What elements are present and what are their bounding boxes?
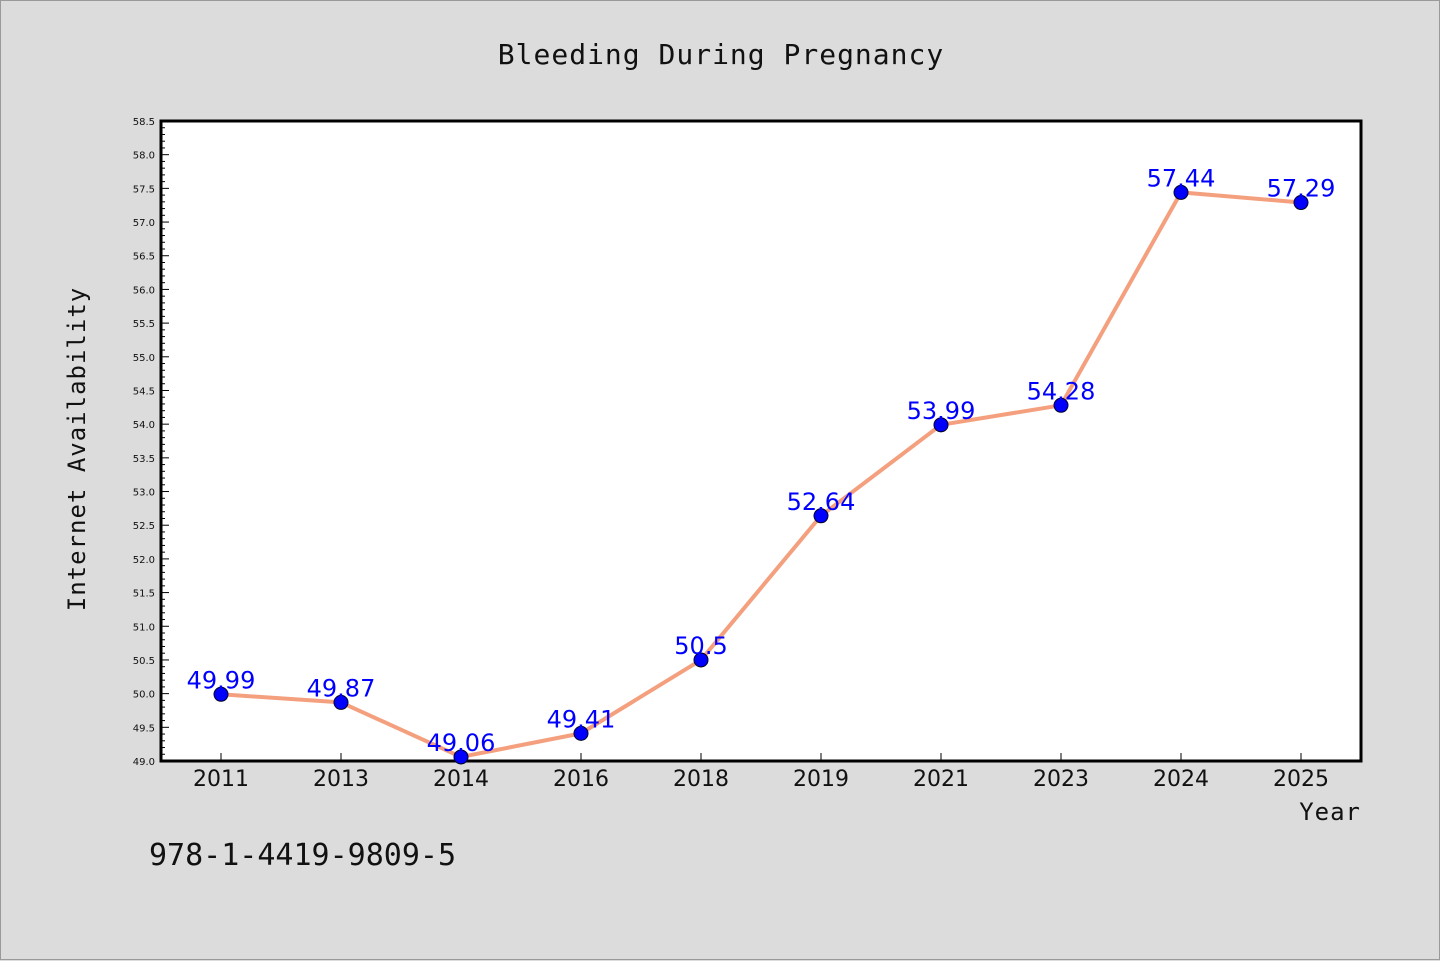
y-tick-label: 58.0 [133, 151, 155, 162]
chart-title: Bleeding During Pregnancy [498, 38, 944, 71]
data-point [813, 508, 829, 524]
y-tick-label: 58.5 [133, 117, 155, 128]
y-tick-label: 53.5 [133, 454, 155, 465]
data-label: 49.06 [427, 729, 496, 757]
y-tick-label: 51.5 [133, 589, 155, 600]
x-tick-label: 2016 [553, 767, 609, 792]
data-point [333, 694, 349, 710]
data-point [1053, 397, 1069, 413]
y-tick-label: 49.0 [133, 757, 155, 768]
data-labels: 49.99 49.87 49.06 49.41 50.5 52.64 53.99 54.28 5… [187, 164, 1336, 757]
x-tick-label: 2018 [673, 767, 729, 792]
data-label: 57.29 [1267, 175, 1336, 203]
x-tick-label: 2021 [913, 767, 969, 792]
y-axis: 49.0 49.5 50.0 50.5 51.0 51.5 52.0 52.5 53.0 53.5… [133, 117, 169, 768]
y-axis-label: Internet Availability [63, 287, 91, 611]
data-point [573, 725, 589, 741]
data-label: 52.64 [787, 488, 856, 516]
data-point [1173, 184, 1189, 200]
data-point [933, 417, 949, 433]
data-label: 49.41 [547, 705, 616, 733]
data-label: 49.87 [307, 674, 376, 702]
y-tick-label: 50.5 [133, 656, 155, 667]
data-markers [213, 184, 1309, 765]
data-point [693, 652, 709, 668]
y-tick-label: 53.0 [133, 488, 155, 499]
y-tick-label: 57.0 [133, 218, 155, 229]
y-tick-label: 49.5 [133, 723, 155, 734]
x-tick-label: 2011 [193, 767, 249, 792]
data-point [1293, 195, 1309, 211]
x-tick-label: 2023 [1033, 767, 1089, 792]
y-tick-label: 57.5 [133, 184, 155, 195]
data-label: 53.99 [907, 397, 976, 425]
x-tick-label: 2025 [1273, 767, 1329, 792]
x-tick-label: 2019 [793, 767, 849, 792]
y-tick-label: 50.0 [133, 690, 155, 701]
x-tick-label: 2014 [433, 767, 489, 792]
x-tick-label: 2013 [313, 767, 369, 792]
isbn-annotation: 978-1-4419-9809-5 [149, 838, 456, 873]
data-point [213, 686, 229, 702]
y-tick-label: 52.5 [133, 521, 155, 532]
y-tick-label: 54.5 [133, 386, 155, 397]
x-axis: 2011 2013 2014 2016 2018 2019 2021 2023 2024 2025 [193, 753, 1329, 792]
y-tick-label: 55.0 [133, 353, 155, 364]
y-tick-label: 54.0 [133, 420, 155, 431]
data-label: 57.44 [1147, 164, 1216, 192]
y-tick-label: 55.5 [133, 319, 155, 330]
y-tick-label: 56.5 [133, 252, 155, 263]
plot-area [159, 119, 1363, 763]
series-line [220, 190, 1302, 759]
data-label: 49.99 [187, 666, 256, 694]
y-tick-label: 52.0 [133, 555, 155, 566]
data-label: 54.28 [1027, 377, 1096, 405]
y-tick-label: 56.0 [133, 285, 155, 296]
data-label: 50.5 [674, 632, 727, 660]
x-axis-label: Year [1299, 798, 1361, 826]
x-tick-label: 2024 [1153, 767, 1209, 792]
data-point [453, 749, 469, 765]
y-tick-label: 51.0 [133, 622, 155, 633]
